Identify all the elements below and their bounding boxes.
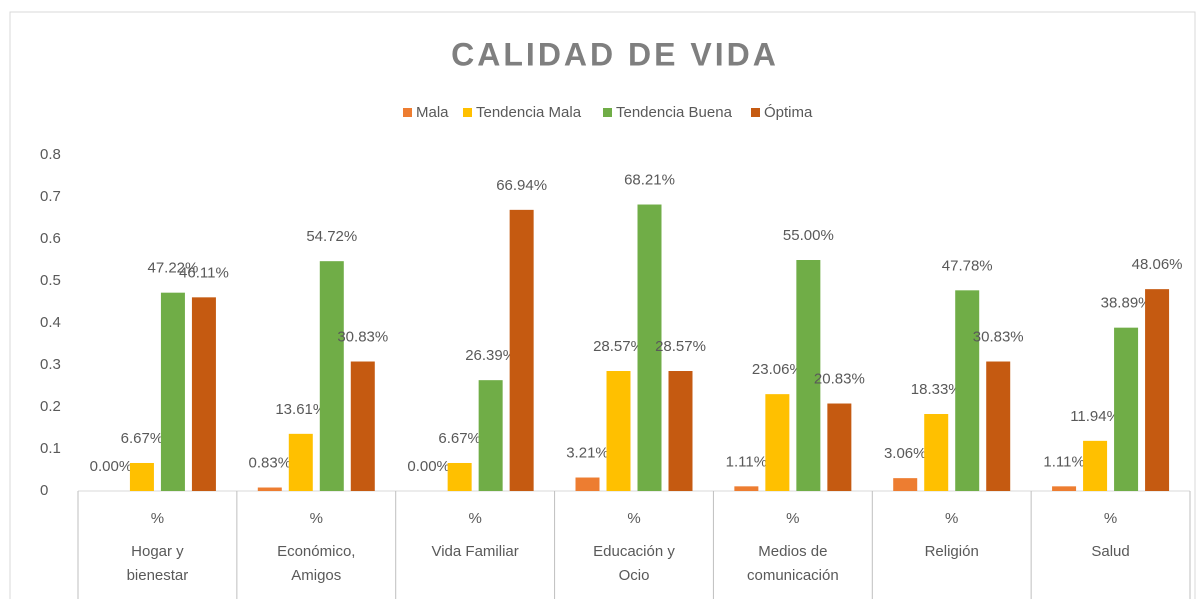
legend-label: Óptima <box>764 104 813 121</box>
data-label: 68.21% <box>624 171 675 188</box>
x-sublabel: % <box>627 510 640 527</box>
bar <box>478 380 503 491</box>
legend-swatch <box>403 108 412 117</box>
y-tick-label: 0 <box>40 482 48 499</box>
data-label: 1.11% <box>1043 453 1084 470</box>
bar <box>637 204 662 491</box>
y-tick-label: 0.1 <box>40 440 61 457</box>
x-tick-label: Vida Familiar <box>396 540 555 564</box>
bar <box>955 290 980 491</box>
data-label: 28.57% <box>655 338 706 355</box>
bar <box>447 462 472 491</box>
x-tick-text: Hogar y bienestar <box>126 543 189 584</box>
x-tick-label: Educación y Ocio <box>555 540 714 588</box>
chart-border <box>9 11 1196 599</box>
bar <box>668 371 693 491</box>
chart-title: CALIDAD DE VIDA <box>451 36 779 72</box>
bar <box>796 260 821 491</box>
data-label: 38.89% <box>1101 295 1152 312</box>
bar <box>288 433 313 491</box>
data-label: 6.67% <box>438 430 481 447</box>
y-tick-label: 0.3 <box>40 356 61 373</box>
bar <box>129 462 154 491</box>
legend-swatch <box>751 108 760 117</box>
data-label: 13.61% <box>275 401 326 418</box>
data-label: 23.06% <box>752 361 803 378</box>
data-label: 47.78% <box>942 257 993 274</box>
bar <box>893 478 918 491</box>
bar <box>1083 440 1108 491</box>
bar <box>191 297 216 491</box>
x-sublabel: % <box>468 510 481 527</box>
bar <box>606 371 631 491</box>
x-sublabel: % <box>945 510 958 527</box>
bar <box>319 261 344 491</box>
legend-swatch <box>463 108 472 117</box>
bar <box>924 414 949 491</box>
legend-label: Tendencia Mala <box>476 104 582 121</box>
bar <box>509 209 534 492</box>
data-label: 20.83% <box>814 370 865 387</box>
data-label: 26.39% <box>465 347 516 364</box>
bar <box>257 487 282 491</box>
bar <box>575 477 600 491</box>
y-tick-label: 0.7 <box>40 188 61 205</box>
data-label: 46.11% <box>179 264 229 281</box>
legend-swatch <box>603 108 612 117</box>
legend-label: Tendencia Buena <box>616 104 733 121</box>
data-label: 30.83% <box>973 328 1024 345</box>
bar <box>1114 327 1139 491</box>
data-label: 66.94% <box>496 177 547 194</box>
bar <box>350 361 375 491</box>
data-label: 28.57% <box>593 338 644 355</box>
x-tick-text: Educación y Ocio <box>593 543 675 584</box>
data-label: 18.33% <box>911 381 962 398</box>
data-label: 3.21% <box>566 444 609 461</box>
y-tick-label: 0.5 <box>40 272 61 289</box>
data-label: 6.67% <box>121 430 164 447</box>
data-label: 0.00% <box>90 458 133 475</box>
x-tick-text: Vida Familiar <box>431 543 519 560</box>
legend: Mala Tendencia Mala Tendencia Buena Óptima <box>403 104 813 121</box>
data-label: 3.06% <box>884 445 927 462</box>
data-label: 11.94% <box>1070 408 1120 425</box>
x-sublabel: % <box>786 510 799 527</box>
x-sublabel: % <box>1104 510 1117 527</box>
y-tick-label: 0.2 <box>40 398 61 415</box>
bar <box>1145 289 1170 491</box>
bar <box>765 394 790 491</box>
data-label: 55.00% <box>783 227 834 244</box>
x-tick-text: Religión <box>924 543 979 560</box>
data-label: 0.00% <box>407 458 450 475</box>
x-tick-label: Medios de comunicación <box>713 540 872 588</box>
x-tick-label: Económico, Amigos <box>237 540 396 588</box>
bar <box>827 403 852 491</box>
x-tick-text: Medios de comunicación <box>746 543 839 584</box>
x-sublabel: % <box>151 510 164 527</box>
bar <box>160 292 185 491</box>
x-tick-label: Religión <box>872 540 1031 564</box>
data-label: 0.83% <box>249 454 292 471</box>
x-tick-label: Hogar y bienestar <box>78 540 237 588</box>
data-label: 1.11% <box>726 453 767 470</box>
bar <box>734 486 759 491</box>
y-tick-label: 0.4 <box>40 314 61 331</box>
x-tick-text: Salud <box>1091 543 1130 560</box>
x-tick-text: Económico, Amigos <box>277 543 356 584</box>
bar <box>986 361 1011 491</box>
data-label: 48.06% <box>1132 256 1183 273</box>
legend-label: Mala <box>416 104 449 121</box>
data-label: 47.22% <box>147 260 198 277</box>
y-tick-label: 0.8 <box>40 146 61 163</box>
bar <box>1052 486 1077 491</box>
x-tick-label: Salud <box>1031 540 1190 564</box>
data-label: 30.83% <box>337 328 388 345</box>
y-tick-label: 0.6 <box>40 230 61 247</box>
data-label: 54.72% <box>306 228 357 245</box>
x-sublabel: % <box>310 510 323 527</box>
